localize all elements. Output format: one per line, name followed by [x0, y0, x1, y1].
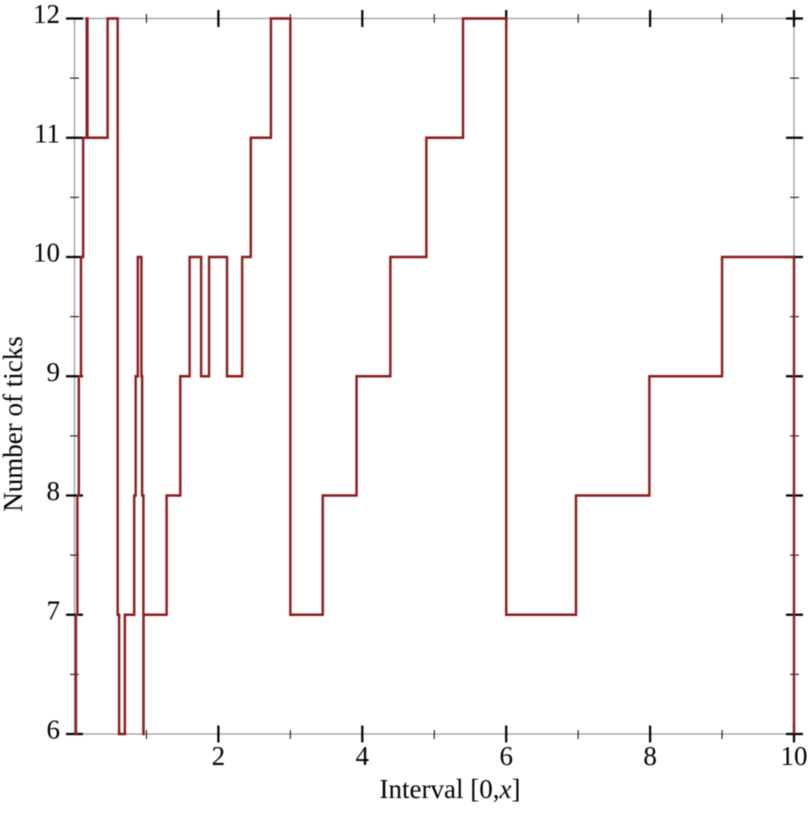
svg-text:Interval [0,x]: Interval [0,x]: [380, 774, 521, 804]
svg-text:8: 8: [47, 476, 61, 506]
svg-text:9: 9: [47, 357, 61, 387]
svg-text:10: 10: [33, 238, 60, 268]
svg-text:2: 2: [212, 741, 226, 771]
svg-text:11: 11: [34, 118, 60, 148]
svg-text:7: 7: [47, 595, 61, 625]
svg-text:8: 8: [643, 741, 657, 771]
svg-text:4: 4: [356, 741, 370, 771]
svg-text:12: 12: [33, 0, 60, 29]
svg-text:10: 10: [781, 741, 808, 771]
svg-text:6: 6: [47, 715, 61, 745]
svg-text:6: 6: [499, 741, 513, 771]
svg-text:Number of ticks: Number of ticks: [0, 336, 28, 511]
